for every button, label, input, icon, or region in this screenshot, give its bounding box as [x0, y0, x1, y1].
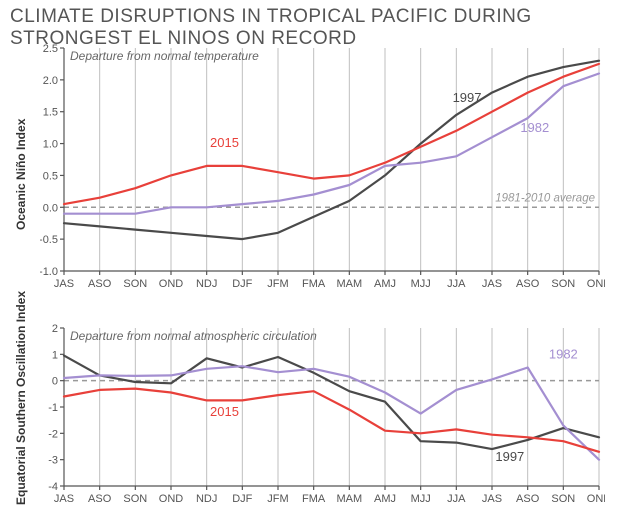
x-tick-label: JFM [267, 278, 288, 290]
x-tick-label: ASO [88, 278, 112, 290]
x-tick-label: SON [123, 278, 147, 290]
bottom-chart: -4 -3 -2 -1 0 1 2 JAS ASO SON OND NDJ DJF JFM FMA MAM AM… [40, 320, 605, 510]
series-label-2015: 2015 [210, 404, 239, 419]
x-tick-label: MJJ [411, 493, 431, 505]
x-tick-label: ASO [516, 493, 540, 505]
x-tick-label: MAM [336, 493, 362, 505]
x-tick-label: JAS [54, 493, 74, 505]
x-tick-label: DJF [232, 278, 252, 290]
x-tick-label: JAS [482, 278, 502, 290]
y-tick-label: 0 [52, 376, 58, 388]
y-tick-label: -4 [48, 481, 58, 493]
y-tick-label: -2 [48, 428, 58, 440]
x-tick-label: ASO [88, 493, 112, 505]
x-tick-label: AMJ [374, 493, 396, 505]
x-tick-label: OND [587, 278, 605, 290]
top-y-axis-label: Oceanic Niño Index [14, 119, 28, 230]
y-tick-label: 0.5 [43, 170, 58, 182]
x-tick-label: JAS [54, 278, 74, 290]
series-label-1982: 1982 [520, 120, 549, 135]
y-tick-label: -1 [48, 402, 58, 414]
series-label-2015: 2015 [210, 135, 239, 150]
x-tick-label: NDJ [196, 278, 217, 290]
bot-y-axis-label: Equatorial Southern Oscillation Index [14, 291, 28, 505]
x-tick-label: SON [551, 278, 575, 290]
x-tick-label: JAS [482, 493, 502, 505]
y-tick-label: -0.5 [40, 234, 58, 246]
x-tick-label: FMA [302, 278, 326, 290]
panel-subtitle: Departure from normal temperature [70, 49, 259, 63]
y-tick-label: -1.0 [40, 266, 58, 278]
y-tick-label: 2.0 [43, 75, 58, 87]
baseline-label: 1981-2010 average [495, 192, 595, 204]
x-tick-label: SON [551, 493, 575, 505]
x-tick-label: AMJ [374, 278, 396, 290]
y-tick-label: 1.5 [43, 107, 58, 119]
x-tick-label: DJF [232, 493, 252, 505]
x-tick-label: JFM [267, 493, 288, 505]
x-tick-label: JJA [447, 493, 466, 505]
x-tick-label: OND [587, 493, 605, 505]
x-tick-label: FMA [302, 493, 326, 505]
series-label-1997: 1997 [453, 90, 482, 105]
y-tick-label: 0.0 [43, 202, 58, 214]
y-tick-label: 1.0 [43, 139, 58, 151]
y-tick-label: 2.5 [43, 43, 58, 55]
panel-subtitle: Departure from normal atmospheric circul… [70, 329, 317, 343]
x-tick-label: SON [123, 493, 147, 505]
top-chart: 1981-2010 average -1.0 -0.5 0.0 0.5 1.0 1.5 2.0… [40, 40, 605, 295]
x-tick-label: NDJ [196, 493, 217, 505]
x-tick-label: MJJ [411, 278, 431, 290]
y-tick-label: 2 [52, 323, 58, 335]
x-tick-label: JJA [447, 278, 466, 290]
x-tick-label: OND [159, 278, 184, 290]
y-tick-label: -3 [48, 455, 58, 467]
series-label-1997: 1997 [495, 449, 524, 464]
x-tick-label: MAM [336, 278, 362, 290]
series-label-1982: 1982 [549, 346, 578, 361]
x-tick-label: OND [159, 493, 184, 505]
y-tick-label: 1 [52, 349, 58, 361]
series-2015 [64, 64, 599, 204]
x-tick-label: ASO [516, 278, 540, 290]
